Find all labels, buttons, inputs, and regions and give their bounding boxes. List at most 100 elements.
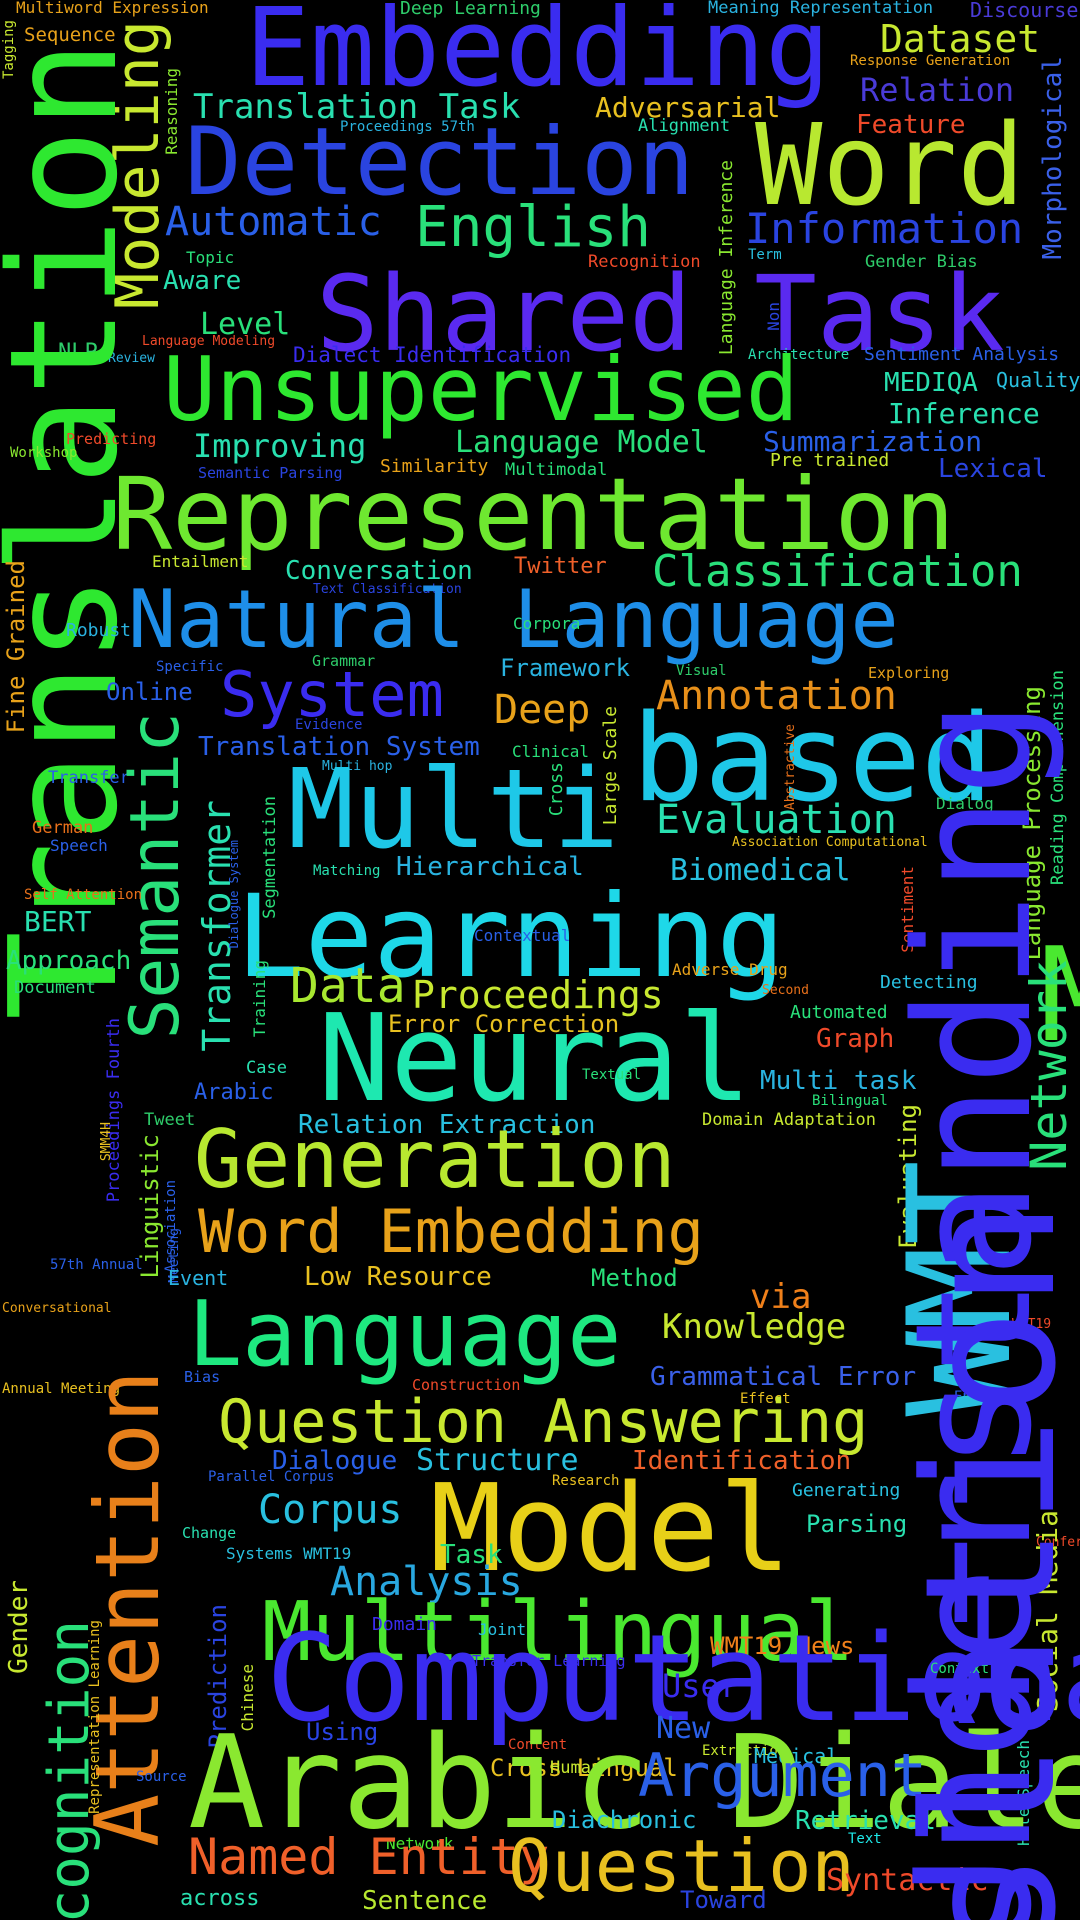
cloud-word: Corpora (513, 614, 581, 633)
cloud-word: Model (430, 1460, 792, 1599)
cloud-word: Multiword Expression (16, 0, 209, 17)
cloud-word: Low Resource (304, 1262, 492, 1292)
cloud-word: Level (200, 307, 291, 342)
cloud-word: Structure (416, 1443, 579, 1478)
cloud-word: Medical (754, 1744, 839, 1768)
cloud-word: Arabic Dialect (188, 1709, 1080, 1858)
cloud-word: based (632, 690, 994, 829)
cloud-word: Word Embedding (198, 1197, 704, 1267)
cloud-word: Human (550, 1758, 602, 1778)
cloud-word: Language (188, 1282, 622, 1387)
cloud-word: Clinical (512, 742, 590, 761)
cloud-word: Deep Learning (400, 0, 541, 19)
cloud-word: Robust (66, 620, 132, 641)
cloud-word: Neural (318, 990, 752, 1129)
cloud-word: Detecting (880, 972, 978, 993)
cloud-word: Sequence (24, 24, 116, 46)
cloud-word: Topic (186, 248, 235, 267)
cloud-word: Shared Task (316, 253, 1005, 375)
cloud-word: Architecture (748, 347, 850, 363)
cloud-word: Syntactic (826, 1863, 989, 1898)
cloud-word: Translation System (198, 732, 480, 762)
cloud-word: Parsing (806, 1510, 908, 1538)
cloud-word: Diachronic (552, 1806, 697, 1834)
cloud-word: Framework (500, 654, 631, 682)
cloud-word: Multilingual (262, 1585, 855, 1680)
cloud-word: Parallel Corpus (208, 1469, 335, 1485)
cloud-word: Change (182, 1524, 237, 1542)
cloud-word: Natural Language (128, 573, 899, 666)
cloud-word: Cross Lingual (490, 1754, 678, 1782)
cloud-word: Annual Meeting (2, 1381, 121, 1397)
cloud-word: Domain (372, 1614, 438, 1635)
cloud-word: Task (440, 1540, 503, 1570)
cloud-word: Similarity (380, 456, 489, 477)
cloud-word: Joint (478, 1620, 527, 1639)
cloud-word: Speech (50, 836, 108, 855)
cloud-word: Predicting (66, 430, 157, 448)
cloud-word: Hierarchical (396, 852, 584, 882)
cloud-word: Network (386, 1834, 454, 1853)
cloud-word: Question Answering (218, 1387, 869, 1457)
cloud-word: Detection (185, 108, 695, 217)
cloud-word: Semantic Parsing (198, 464, 343, 482)
cloud-word: Cross (546, 762, 567, 817)
cloud-word: Improving (193, 427, 367, 465)
cloud-word: Grammatical Error (650, 1362, 917, 1392)
cloud-word: System (220, 658, 444, 731)
cloud-word: Pre trained (770, 450, 890, 471)
cloud-word: SMM4H (99, 1122, 114, 1162)
cloud-word: Tweet (144, 1110, 196, 1130)
cloud-word: Matching (313, 863, 381, 879)
cloud-word: Response Generation (850, 53, 1011, 69)
cloud-word: Translation Task (193, 87, 521, 127)
cloud-word: Representation (112, 456, 955, 573)
cloud-word: Sentiment Analysis (864, 344, 1060, 365)
cloud-word: Term (748, 247, 782, 263)
cloud-word: Construction (412, 1376, 521, 1394)
cloud-word: Automatic (165, 199, 382, 245)
cloud-word: Online (106, 678, 193, 706)
cloud-word: Specific (156, 659, 224, 675)
cloud-word: End End (954, 1389, 1014, 1405)
cloud-word: Aware (163, 266, 242, 296)
cloud-word: Named Entity (188, 1828, 550, 1886)
cloud-word: Multi hop (322, 759, 393, 774)
cloud-word: Classification (652, 546, 1023, 597)
cloud-word: Effect (740, 1391, 791, 1407)
cloud-word: Error Correction (388, 1010, 620, 1038)
cloud-word: Retrieval (795, 1806, 936, 1836)
cloud-word: Research (552, 1473, 620, 1489)
cloud-word: Adverse Drug (672, 960, 788, 979)
cloud-word: Inference (888, 397, 1040, 430)
cloud-word: WMT19 (1012, 1317, 1052, 1332)
cloud-word: Reasoning (162, 68, 181, 155)
cloud-word: Recognition (588, 252, 701, 272)
cloud-word: Second (762, 983, 809, 998)
cloud-word: Content (508, 1737, 568, 1753)
cloud-word: Source (136, 1769, 187, 1785)
cloud-word: Graph (816, 1024, 895, 1054)
cloud-word: Dialect Identification (293, 343, 572, 367)
cloud-word: via (750, 1277, 812, 1317)
cloud-word: Relation Extraction (298, 1110, 596, 1140)
cloud-word: Feature (856, 110, 966, 140)
cloud-word: Grammar (312, 652, 376, 670)
cloud-word: Proceedings Fourth (104, 1018, 124, 1203)
cloud-word: Arabic (194, 1080, 274, 1105)
cloud-word: Biomedical (670, 853, 851, 888)
cloud-word: Conversation (285, 556, 473, 586)
cloud-word: WMT19 News (710, 1632, 855, 1660)
cloud-word: Bilingual (812, 1093, 888, 1109)
cloud-word: User (662, 1667, 740, 1705)
cloud-word: New (656, 1711, 711, 1746)
cloud-word: German (32, 818, 94, 838)
cloud-word: Multi (288, 745, 620, 873)
cloud-word: Corpus (258, 1487, 403, 1533)
cloud-word: Lexical (938, 454, 1048, 484)
cloud-word: Meaning Representation (708, 0, 934, 18)
cloud-word: Machine (1040, 919, 1080, 1071)
cloud-word: Argument (638, 1741, 927, 1811)
cloud-word: Sentence (362, 1886, 488, 1916)
cloud-word: Bias (184, 1368, 221, 1386)
